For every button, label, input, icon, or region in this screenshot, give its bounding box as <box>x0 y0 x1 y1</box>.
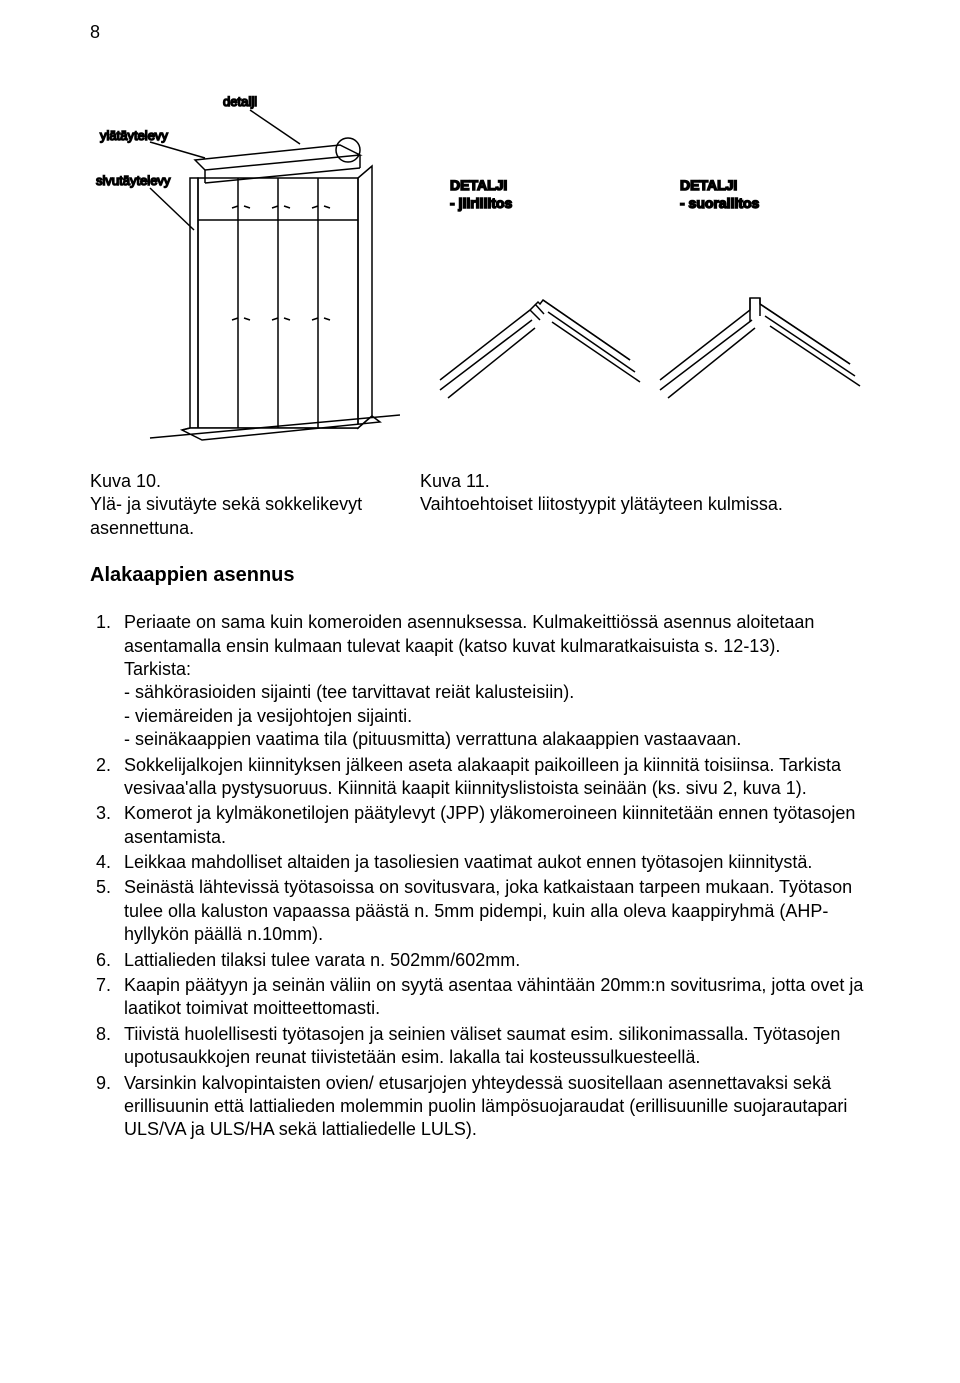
step-text: Seinästä lähtevissä työtasoissa on sovit… <box>124 877 852 944</box>
step-6: 6. Lattialieden tilaksi tulee varata n. … <box>90 949 890 972</box>
instruction-list: 1. Periaate on sama kuin komeroiden asen… <box>90 611 890 1142</box>
step-1-check-2: - viemäreiden ja vesijohtojen sijainti. <box>124 705 890 728</box>
step-text: Tiivistä huolellisesti työtasojen ja sei… <box>124 1024 840 1067</box>
label-detalji-suora-2: - suoraliitos <box>680 195 760 211</box>
step-text: Varsinkin kalvopintaisten ovien/ etusarj… <box>124 1073 847 1140</box>
step-8: 8. Tiivistä huolellisesti työtasojen ja … <box>90 1023 890 1070</box>
step-number: 3. <box>96 802 111 825</box>
label-detalji-suora-1: DETALJI <box>680 177 737 193</box>
step-number: 7. <box>96 974 111 997</box>
label-detalji-jiiri-2: - jiiriliitos <box>450 195 512 211</box>
step-5: 5. Seinästä lähtevissä työtasoissa on so… <box>90 876 890 946</box>
step-2: 2. Sokkelijalkojen kiinnityksen jälkeen … <box>90 754 890 801</box>
step-text: Leikkaa mahdolliset altaiden ja tasolies… <box>124 852 812 872</box>
step-number: 6. <box>96 949 111 972</box>
step-9: 9. Varsinkin kalvopintaisten ovien/ etus… <box>90 1072 890 1142</box>
section-title: Alakaappien asennus <box>90 564 890 587</box>
step-1: 1. Periaate on sama kuin komeroiden asen… <box>90 611 890 751</box>
cabinet-diagram: detalji ylätäytelevy sivutäytelevy <box>90 90 400 450</box>
step-1-check-1: - sähkörasioiden sijainti (tee tarvittav… <box>124 681 890 704</box>
step-number: 8. <box>96 1023 111 1046</box>
caption-right: Kuva 11. Vaihtoehtoiset liitostyypit ylä… <box>420 470 783 540</box>
step-number: 1. <box>96 611 111 634</box>
figure-area: detalji ylätäytelevy sivutäytelevy <box>90 90 890 450</box>
page-number: 8 <box>90 22 100 43</box>
step-text: Sokkelijalkojen kiinnityksen jälkeen ase… <box>124 755 841 798</box>
step-text: Komerot ja kylmäkonetilojen päätylevyt (… <box>124 803 855 846</box>
joint-detail-diagram: DETALJI - jiiriliitos DETALJI - suoralii… <box>420 90 870 450</box>
caption-right-l1: Kuva 11. <box>420 471 490 491</box>
caption-left-l1: Kuva 10. <box>90 471 161 491</box>
step-1-check-3: - seinäkaappien vaatima tila (pituusmitt… <box>124 728 890 751</box>
label-detalji: detalji <box>223 94 257 109</box>
figure-captions: Kuva 10. Ylä- ja sivutäyte sekä sokkelik… <box>90 470 890 540</box>
step-text: Lattialieden tilaksi tulee varata n. 502… <box>124 950 520 970</box>
step-text: Periaate on sama kuin komeroiden asennuk… <box>124 612 814 655</box>
step-number: 4. <box>96 851 111 874</box>
step-7: 7. Kaapin päätyyn ja seinän väliin on sy… <box>90 974 890 1021</box>
caption-left-l2: Ylä- ja sivutäyte sekä sokkelikevyt <box>90 494 362 514</box>
caption-right-l2: Vaihtoehtoiset liitostyypit ylätäyteen k… <box>420 494 783 514</box>
tarkista-label: Tarkista: <box>124 658 890 681</box>
label-detalji-jiiri-1: DETALJI <box>450 177 507 193</box>
step-text: Kaapin päätyyn ja seinän väliin on syytä… <box>124 975 863 1018</box>
label-sivutaytelevy: sivutäytelevy <box>96 173 171 188</box>
step-number: 5. <box>96 876 111 899</box>
label-ylataytelevy: ylätäytelevy <box>100 128 168 143</box>
step-3: 3. Komerot ja kylmäkonetilojen päätylevy… <box>90 802 890 849</box>
caption-left: Kuva 10. Ylä- ja sivutäyte sekä sokkelik… <box>90 470 420 540</box>
step-4: 4. Leikkaa mahdolliset altaiden ja tasol… <box>90 851 890 874</box>
step-number: 2. <box>96 754 111 777</box>
caption-left-l3: asennettuna. <box>90 518 194 538</box>
step-number: 9. <box>96 1072 111 1095</box>
